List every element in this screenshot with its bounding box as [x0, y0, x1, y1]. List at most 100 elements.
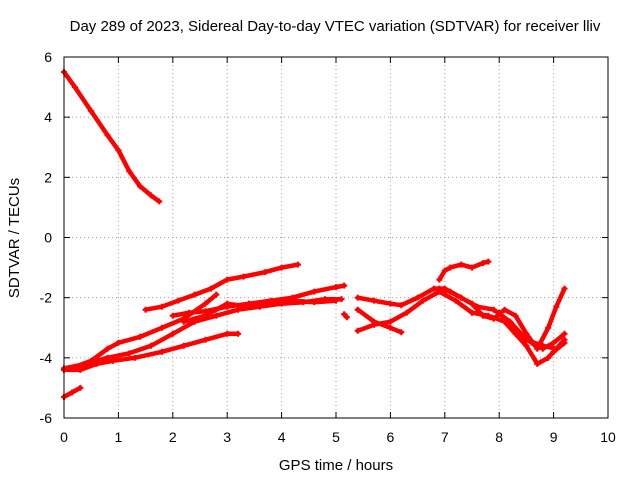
data-point-marker — [77, 366, 84, 373]
x-tick-label: 10 — [600, 429, 616, 445]
data-point-marker — [224, 330, 231, 337]
data-point-marker — [528, 339, 535, 346]
data-point-marker — [333, 284, 339, 291]
y-tick-label: -4 — [40, 350, 53, 366]
data-point-marker — [436, 285, 443, 292]
data-point-marker — [235, 330, 242, 337]
data-point-marker — [507, 321, 514, 328]
data-point-marker — [169, 312, 176, 319]
data-point-marker — [186, 309, 193, 316]
data-point-marker — [561, 285, 568, 292]
data-point-marker — [341, 311, 348, 318]
data-point-marker — [224, 276, 231, 283]
y-tick-label: -2 — [40, 290, 53, 306]
data-point-marker — [77, 384, 84, 391]
data-point-marker — [180, 318, 187, 325]
series-track-13 — [436, 258, 492, 283]
data-point-marker — [294, 261, 301, 268]
x-axis-title: GPS time / hours — [279, 457, 393, 474]
data-point-marker — [458, 261, 465, 268]
y-tick-label: 6 — [44, 49, 52, 65]
data-point-marker — [447, 288, 454, 295]
data-point-marker — [387, 318, 394, 325]
y-tick-label: 2 — [44, 169, 52, 185]
data-point-marker — [202, 312, 209, 319]
data-point-marker — [338, 296, 345, 303]
series-track-9 — [341, 311, 350, 321]
data-point-marker — [420, 297, 427, 304]
data-point-marker — [561, 339, 568, 346]
data-point-marker — [158, 324, 165, 331]
data-point-marker — [202, 336, 209, 343]
data-point-marker — [148, 342, 155, 349]
data-point-marker — [213, 291, 220, 298]
data-point-marker — [469, 300, 475, 307]
data-point-marker — [550, 339, 557, 346]
series-track-7 — [169, 282, 348, 319]
data-point-marker — [180, 342, 187, 349]
series-track-3 — [61, 330, 242, 373]
data-point-marker — [142, 306, 149, 313]
data-point-marker — [126, 168, 133, 175]
data-point-marker — [235, 306, 242, 313]
data-point-marker — [403, 309, 410, 316]
data-point-marker — [469, 264, 475, 271]
x-tick-label: 0 — [60, 429, 68, 445]
data-point-marker — [485, 258, 492, 265]
series-line — [355, 307, 404, 335]
data-point-marker — [539, 345, 546, 352]
series-track-6 — [142, 261, 301, 313]
data-point-marker — [213, 312, 220, 319]
data-point-marker — [343, 314, 350, 321]
data-point-marker — [115, 339, 122, 346]
data-point-marker — [371, 318, 378, 325]
data-point-marker — [158, 348, 165, 355]
data-point-marker — [490, 306, 497, 313]
data-point-marker — [430, 285, 437, 292]
data-point-marker — [156, 198, 163, 205]
x-tick-label: 6 — [387, 429, 395, 445]
series-track-15 — [496, 309, 568, 352]
series-line — [143, 262, 301, 312]
data-point-marker — [169, 330, 176, 337]
data-point-marker — [452, 297, 459, 304]
x-tick-label: 1 — [115, 429, 123, 445]
plot-frame — [63, 56, 609, 419]
data-point-marker — [545, 354, 552, 361]
data-point-marker — [398, 302, 405, 309]
data-point-marker — [240, 273, 247, 280]
series-line — [170, 283, 347, 318]
grid — [64, 57, 608, 418]
data-point-marker — [550, 348, 557, 355]
data-point-marker — [354, 306, 361, 313]
data-point-marker — [115, 147, 122, 154]
data-point-marker — [82, 360, 89, 367]
x-tick-label: 2 — [169, 429, 177, 445]
data-point-marker — [469, 309, 475, 316]
data-point-marker — [224, 300, 231, 307]
data-point-marker — [104, 345, 111, 352]
data-point-marker — [245, 303, 252, 310]
data-point-marker — [289, 297, 296, 304]
data-point-marker — [69, 389, 76, 396]
x-tick-label: 9 — [550, 429, 558, 445]
data-point-marker — [175, 297, 182, 304]
data-point-marker — [158, 303, 165, 310]
data-point-marker — [387, 300, 394, 307]
series-track-8 — [180, 297, 339, 325]
data-point-marker — [501, 306, 508, 313]
data-point-marker — [479, 312, 486, 319]
data-point-marker — [88, 108, 95, 115]
data-point-marker — [523, 342, 530, 349]
y-tick-label: 4 — [44, 109, 52, 125]
data-point-marker — [311, 299, 318, 306]
data-point-marker — [148, 192, 155, 199]
data-point-marker — [191, 291, 198, 298]
data-point-marker — [436, 276, 443, 283]
series-track-4 — [71, 291, 220, 370]
y-axis-title: SDTVAR / TECUs — [6, 178, 23, 298]
series-line — [61, 69, 162, 204]
data-point-marker — [354, 294, 361, 301]
x-tick-label: 8 — [495, 429, 503, 445]
